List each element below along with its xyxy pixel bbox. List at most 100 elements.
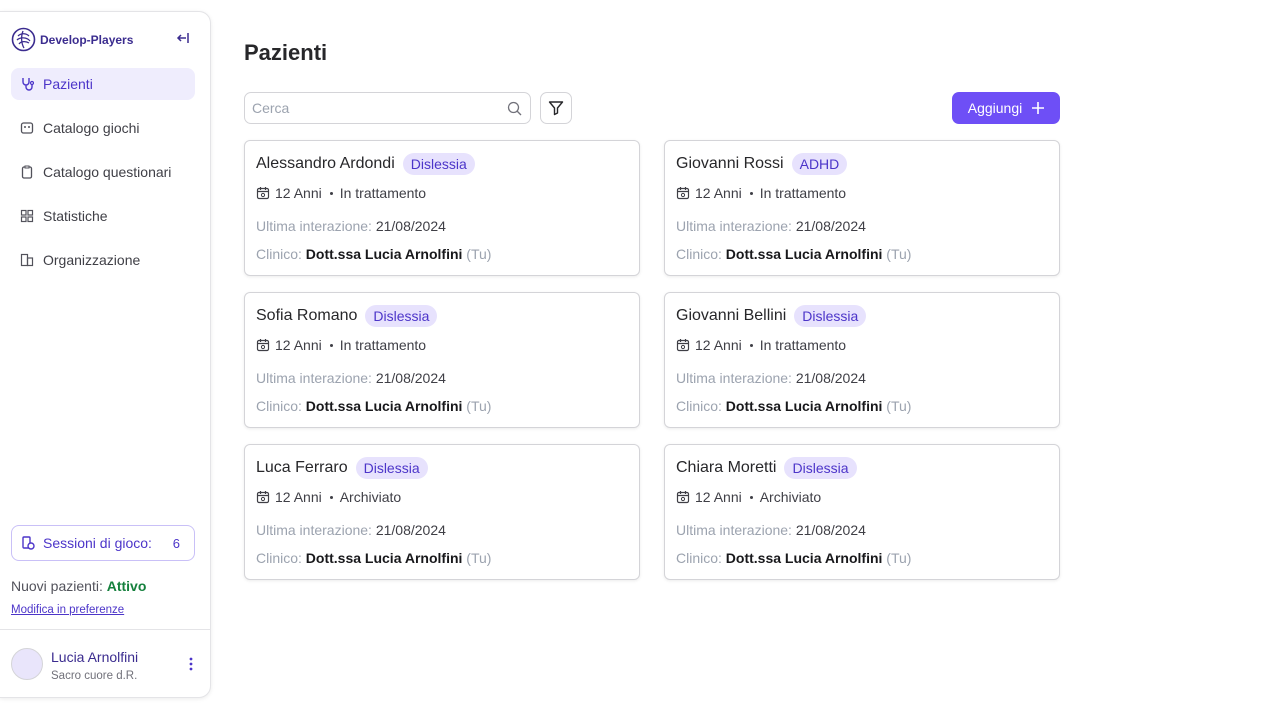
brand[interactable]: Develop-Players <box>11 27 133 52</box>
nav-icon <box>21 165 33 179</box>
nav-item[interactable]: Pazienti <box>11 68 195 100</box>
clinician-name: Dott.ssa Lucia Arnolfini <box>305 550 463 566</box>
page-title: Pazienti <box>244 40 328 65</box>
calendar-icon <box>676 187 690 200</box>
clinician: Clinico: Dott.ssa Lucia Arnolfini (Tu) <box>256 550 491 566</box>
patient-age: 12 Anni <box>275 489 322 505</box>
filter-button[interactable] <box>540 92 572 124</box>
sessions-box[interactable]: Sessioni di gioco: 6 <box>11 525 195 561</box>
add-button-label: Aggiungi <box>967 100 1023 116</box>
card-header: Giovanni Rossi ADHD <box>676 153 848 175</box>
clinician-name: Dott.ssa Lucia Arnolfini <box>725 398 883 414</box>
brand-logo <box>11 27 36 52</box>
clinician: Clinico: Dott.ssa Lucia Arnolfini (Tu) <box>256 398 491 414</box>
nav-icon <box>20 122 34 134</box>
card-header: Giovanni Bellini Dislessia <box>676 305 867 327</box>
clinician-you: (Tu) <box>886 398 912 414</box>
last-interaction-label: Ultima interazione: <box>676 522 792 538</box>
calendar-icon <box>676 491 690 504</box>
last-interaction-date: 21/08/2024 <box>795 522 866 538</box>
clinician: Clinico: Dott.ssa Lucia Arnolfini (Tu) <box>256 246 491 262</box>
patient-name: Giovanni Rossi <box>676 155 784 172</box>
clinician: Clinico: Dott.ssa Lucia Arnolfini (Tu) <box>676 398 911 414</box>
nav-label: Statistiche <box>43 208 108 224</box>
patient-age: 12 Anni <box>275 337 322 353</box>
patient-name: Chiara Moretti <box>676 459 777 476</box>
separator-dot <box>749 191 753 195</box>
new-patients: Nuovi pazienti: Attivo <box>11 578 146 594</box>
user-avatar[interactable] <box>11 648 43 680</box>
add-button[interactable]: Aggiungi <box>952 92 1060 124</box>
nav-label: Catalogo questionari <box>43 164 172 180</box>
sidebar: Develop-Players Pazienti Catalogo giochi C… <box>0 11 211 698</box>
nav-icon <box>20 209 34 223</box>
separator-dot <box>749 495 753 499</box>
card-header: Chiara Moretti Dislessia <box>676 457 857 479</box>
patient-status: In trattamento <box>339 185 427 201</box>
last-interaction-label: Ultima interazione: <box>676 370 792 386</box>
patient-card[interactable]: Chiara Moretti Dislessia 12 Anni Archiviato… <box>664 444 1060 580</box>
patient-card[interactable]: Alessandro Ardondi Dislessia 12 Anni In tra… <box>244 140 640 276</box>
sessions-count: 6 <box>172 535 180 551</box>
patient-age: 12 Anni <box>695 489 742 505</box>
last-interaction-label: Ultima interazione: <box>256 218 372 234</box>
separator-dot <box>749 343 753 347</box>
patient-card[interactable]: Sofia Romano Dislessia 12 Anni In trattamen… <box>244 292 640 428</box>
diagnosis-tag: Dislessia <box>355 457 428 479</box>
separator-dot <box>329 495 333 499</box>
diagnosis-tag: Dislessia <box>365 305 438 327</box>
patient-status: In trattamento <box>759 337 847 353</box>
calendar-icon <box>256 491 270 504</box>
patient-card[interactable]: Giovanni Bellini Dislessia 12 Anni In tratt… <box>664 292 1060 428</box>
clinician-label: Clinico: <box>256 246 302 262</box>
search-icon <box>507 101 522 116</box>
patient-age: 12 Anni <box>275 185 322 201</box>
card-details: 12 Anni In trattamento <box>256 185 426 201</box>
clinician-label: Clinico: <box>676 398 722 414</box>
user-menu[interactable] <box>187 656 195 672</box>
clinician-name: Dott.ssa Lucia Arnolfini <box>725 246 883 262</box>
card-details: 12 Anni In trattamento <box>676 337 846 353</box>
card-details: 12 Anni Archiviato <box>256 489 401 505</box>
diagnosis-tag: Dislessia <box>794 305 867 327</box>
clinician: Clinico: Dott.ssa Lucia Arnolfini (Tu) <box>676 550 911 566</box>
last-interaction-label: Ultima interazione: <box>256 370 372 386</box>
clinician-label: Clinico: <box>256 550 302 566</box>
nav-item[interactable]: Catalogo giochi <box>11 112 195 144</box>
patient-card[interactable]: Giovanni Rossi ADHD 12 Anni In trattamento U… <box>664 140 1060 276</box>
clinician-you: (Tu) <box>466 550 492 566</box>
patient-age: 12 Anni <box>695 337 742 353</box>
card-details: 12 Anni In trattamento <box>676 185 846 201</box>
card-details: 12 Anni Archiviato <box>676 489 821 505</box>
last-interaction: Ultima interazione: 21/08/2024 <box>676 370 866 386</box>
nav-item[interactable]: Organizzazione <box>11 244 195 276</box>
last-interaction: Ultima interazione: 21/08/2024 <box>256 522 446 538</box>
collapse-button[interactable] <box>176 31 190 45</box>
new-patients-label: Nuovi pazienti: <box>11 578 103 594</box>
nav-icon <box>20 253 34 267</box>
preferences-link[interactable]: Modifica in preferenze <box>11 604 125 616</box>
sessions-label: Sessioni di gioco: <box>43 535 152 551</box>
clinician-you: (Tu) <box>886 246 912 262</box>
nav-label: Catalogo giochi <box>43 120 140 136</box>
patient-status: In trattamento <box>339 337 427 353</box>
user-name: Lucia Arnolfini <box>51 649 139 665</box>
patient-card[interactable]: Luca Ferraro Dislessia 12 Anni Archiviato Ul… <box>244 444 640 580</box>
nav-item[interactable]: Catalogo questionari <box>11 156 195 188</box>
diagnosis-tag: ADHD <box>791 153 848 175</box>
patient-status: Archiviato <box>339 489 402 505</box>
separator <box>0 629 210 630</box>
clinician-you: (Tu) <box>466 398 492 414</box>
patient-name: Alessandro Ardondi <box>256 155 395 172</box>
last-interaction: Ultima interazione: 21/08/2024 <box>676 218 866 234</box>
separator-dot <box>329 343 333 347</box>
search-input[interactable]: Cerca <box>244 92 531 124</box>
nav-item[interactable]: Statistiche <box>11 200 195 232</box>
clinician-you: (Tu) <box>466 246 492 262</box>
clinician: Clinico: Dott.ssa Lucia Arnolfini (Tu) <box>676 246 911 262</box>
last-interaction-date: 21/08/2024 <box>375 522 446 538</box>
patient-status: In trattamento <box>759 185 847 201</box>
new-patients-status: Attivo <box>106 578 147 594</box>
